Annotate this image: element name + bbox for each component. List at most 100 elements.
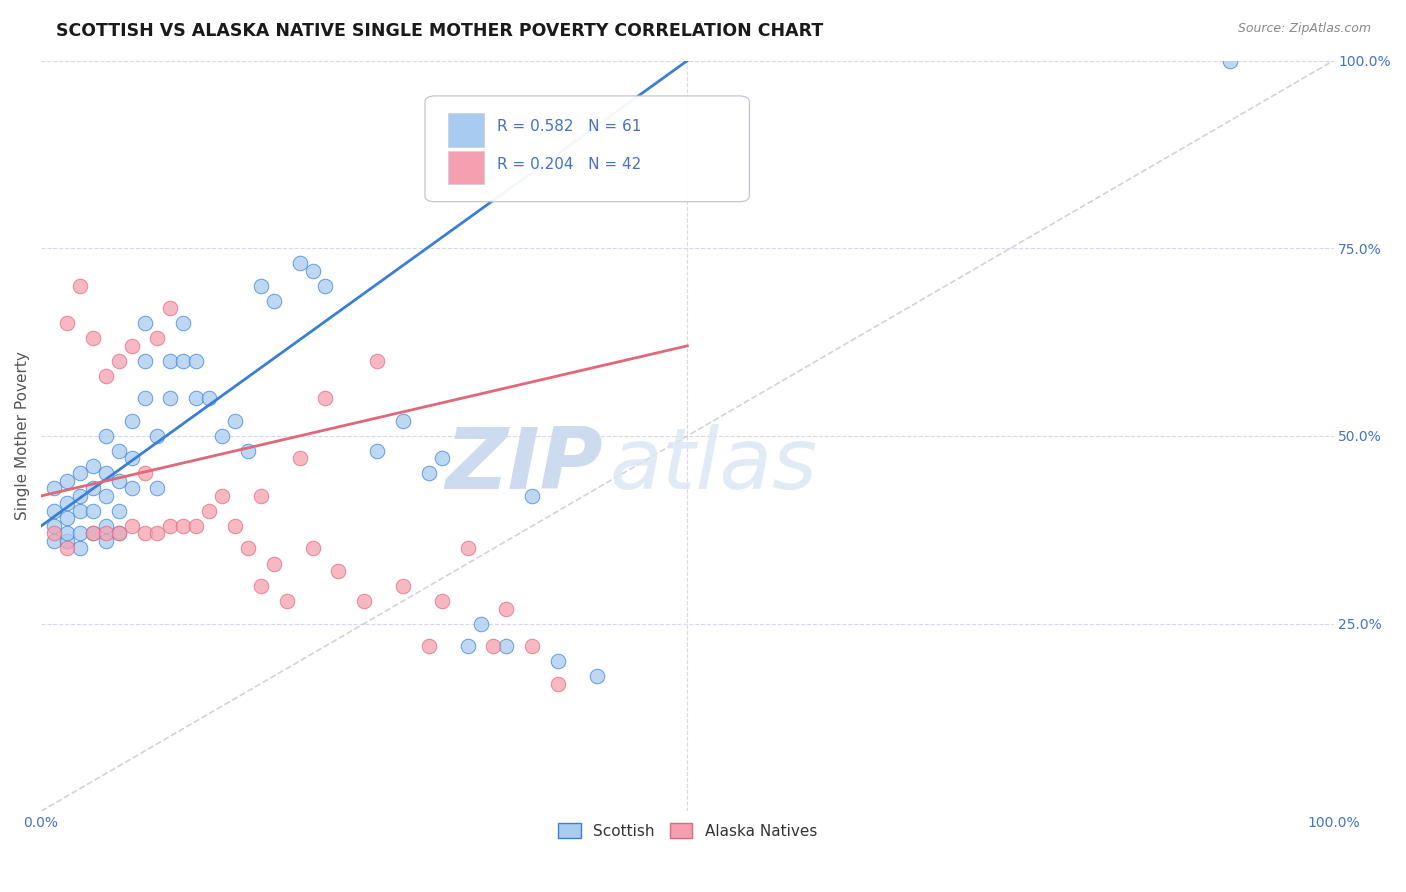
Point <box>56 496 79 510</box>
Point <box>42 504 65 518</box>
Point <box>276 594 298 608</box>
Text: Source: ZipAtlas.com: Source: ZipAtlas.com <box>1237 22 1371 36</box>
Point <box>159 354 181 368</box>
Point <box>198 504 221 518</box>
Point <box>392 414 415 428</box>
Point <box>1219 54 1241 68</box>
Point <box>392 579 415 593</box>
Point <box>224 414 246 428</box>
Y-axis label: Single Mother Poverty: Single Mother Poverty <box>15 351 30 520</box>
Point <box>211 429 233 443</box>
Point <box>146 526 169 541</box>
Point <box>547 654 569 668</box>
Point <box>121 339 143 353</box>
Point <box>301 541 323 556</box>
Point <box>418 639 440 653</box>
Text: R = 0.582   N = 61: R = 0.582 N = 61 <box>498 120 641 134</box>
Point <box>121 482 143 496</box>
Point <box>69 526 91 541</box>
Point <box>134 392 156 406</box>
Point <box>198 392 221 406</box>
Point <box>353 594 375 608</box>
Point <box>288 256 311 270</box>
Point <box>470 616 492 631</box>
Point <box>314 392 336 406</box>
FancyBboxPatch shape <box>425 96 749 202</box>
Point <box>56 511 79 525</box>
Point <box>263 557 285 571</box>
Legend: Scottish, Alaska Natives: Scottish, Alaska Natives <box>551 816 823 845</box>
Point <box>430 594 453 608</box>
Text: SCOTTISH VS ALASKA NATIVE SINGLE MOTHER POVERTY CORRELATION CHART: SCOTTISH VS ALASKA NATIVE SINGLE MOTHER … <box>56 22 824 40</box>
Point <box>224 519 246 533</box>
Text: R = 0.204   N = 42: R = 0.204 N = 42 <box>498 157 641 172</box>
Bar <box>449 151 485 185</box>
Point <box>94 533 117 548</box>
Point <box>236 541 259 556</box>
Point <box>82 526 104 541</box>
Point <box>430 451 453 466</box>
Point <box>94 429 117 443</box>
Point <box>328 564 350 578</box>
Point <box>263 293 285 308</box>
Point <box>121 414 143 428</box>
Point <box>301 264 323 278</box>
Point <box>107 504 129 518</box>
Point <box>94 526 117 541</box>
Point <box>82 526 104 541</box>
Point <box>250 489 273 503</box>
Point <box>82 504 104 518</box>
Point <box>159 519 181 533</box>
Point <box>107 444 129 458</box>
Point <box>107 526 129 541</box>
Point <box>418 467 440 481</box>
Point <box>366 354 388 368</box>
Point <box>522 639 544 653</box>
Point <box>211 489 233 503</box>
Point <box>69 504 91 518</box>
Point <box>134 316 156 330</box>
Point <box>186 392 208 406</box>
Point <box>146 331 169 345</box>
Point <box>146 482 169 496</box>
Point <box>482 639 505 653</box>
Point <box>82 482 104 496</box>
Point <box>56 526 79 541</box>
Point <box>42 519 65 533</box>
Point <box>236 444 259 458</box>
Point <box>56 541 79 556</box>
Point <box>42 533 65 548</box>
Point <box>56 316 79 330</box>
Point <box>134 354 156 368</box>
Point <box>457 541 479 556</box>
Point <box>288 451 311 466</box>
Point <box>42 482 65 496</box>
Point <box>42 526 65 541</box>
Point <box>94 467 117 481</box>
Point <box>250 579 273 593</box>
Point <box>495 601 517 615</box>
Point <box>172 354 194 368</box>
Point <box>159 392 181 406</box>
Point <box>366 444 388 458</box>
Point <box>134 526 156 541</box>
Point <box>146 429 169 443</box>
Point <box>107 354 129 368</box>
Point <box>121 519 143 533</box>
Point <box>69 278 91 293</box>
Bar <box>449 113 485 147</box>
Point <box>495 639 517 653</box>
Point <box>69 541 91 556</box>
Point <box>585 669 607 683</box>
Point <box>134 467 156 481</box>
Point <box>172 316 194 330</box>
Point <box>172 519 194 533</box>
Point <box>82 331 104 345</box>
Point <box>107 526 129 541</box>
Point <box>69 489 91 503</box>
Point <box>186 354 208 368</box>
Point <box>56 474 79 488</box>
Point <box>547 676 569 690</box>
Point <box>69 467 91 481</box>
Text: atlas: atlas <box>610 425 818 508</box>
